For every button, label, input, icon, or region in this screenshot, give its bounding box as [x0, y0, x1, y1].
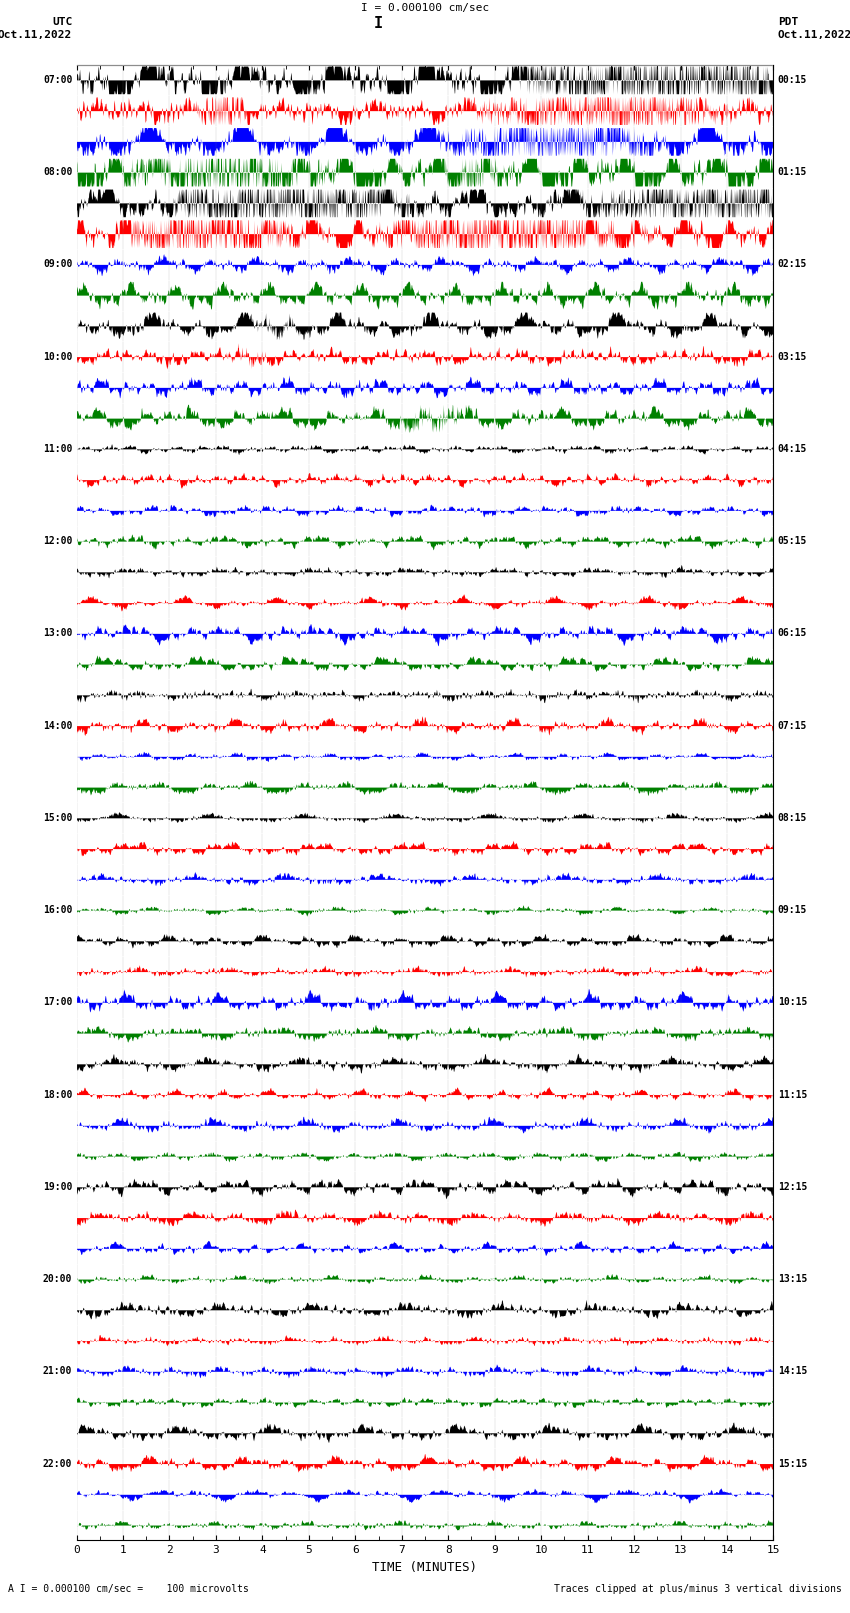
- Text: 19:00: 19:00: [42, 1182, 72, 1192]
- Text: 16:00: 16:00: [42, 905, 72, 915]
- Text: I = 0.000100 cm/sec: I = 0.000100 cm/sec: [361, 3, 489, 13]
- Text: 10:00: 10:00: [42, 352, 72, 361]
- Text: 05:15: 05:15: [778, 536, 807, 547]
- Text: 10:15: 10:15: [778, 997, 807, 1008]
- Text: 21:00: 21:00: [42, 1366, 72, 1376]
- Text: 18:00: 18:00: [42, 1089, 72, 1100]
- Text: 00:15: 00:15: [778, 74, 807, 85]
- Text: 04:15: 04:15: [778, 444, 807, 453]
- Text: 11:00: 11:00: [42, 444, 72, 453]
- Text: 08:15: 08:15: [778, 813, 807, 823]
- Text: 13:00: 13:00: [42, 629, 72, 639]
- Text: 09:15: 09:15: [778, 905, 807, 915]
- Text: 22:00: 22:00: [42, 1458, 72, 1468]
- Text: 06:15: 06:15: [778, 629, 807, 639]
- Text: 12:00: 12:00: [42, 536, 72, 547]
- Text: 14:00: 14:00: [42, 721, 72, 731]
- X-axis label: TIME (MINUTES): TIME (MINUTES): [372, 1561, 478, 1574]
- Text: 01:15: 01:15: [778, 168, 807, 177]
- Text: 07:00: 07:00: [42, 74, 72, 85]
- Text: A I = 0.000100 cm/sec =    100 microvolts: A I = 0.000100 cm/sec = 100 microvolts: [8, 1584, 249, 1594]
- Text: 20:00: 20:00: [42, 1274, 72, 1284]
- Text: UTC: UTC: [52, 18, 72, 27]
- Text: 09:00: 09:00: [42, 260, 72, 269]
- Text: 08:00: 08:00: [42, 168, 72, 177]
- Text: PDT: PDT: [778, 18, 798, 27]
- Text: 07:15: 07:15: [778, 721, 807, 731]
- Text: 02:15: 02:15: [778, 260, 807, 269]
- Text: 12:15: 12:15: [778, 1182, 807, 1192]
- Text: 14:15: 14:15: [778, 1366, 807, 1376]
- Text: 11:15: 11:15: [778, 1089, 807, 1100]
- Text: I: I: [374, 16, 382, 31]
- Text: Oct.11,2022: Oct.11,2022: [0, 31, 72, 40]
- Text: 13:15: 13:15: [778, 1274, 807, 1284]
- Text: Traces clipped at plus/minus 3 vertical divisions: Traces clipped at plus/minus 3 vertical …: [553, 1584, 842, 1594]
- Text: 15:00: 15:00: [42, 813, 72, 823]
- Text: 15:15: 15:15: [778, 1458, 807, 1468]
- Text: 17:00: 17:00: [42, 997, 72, 1008]
- Text: Oct.11,2022: Oct.11,2022: [778, 31, 850, 40]
- Text: 03:15: 03:15: [778, 352, 807, 361]
